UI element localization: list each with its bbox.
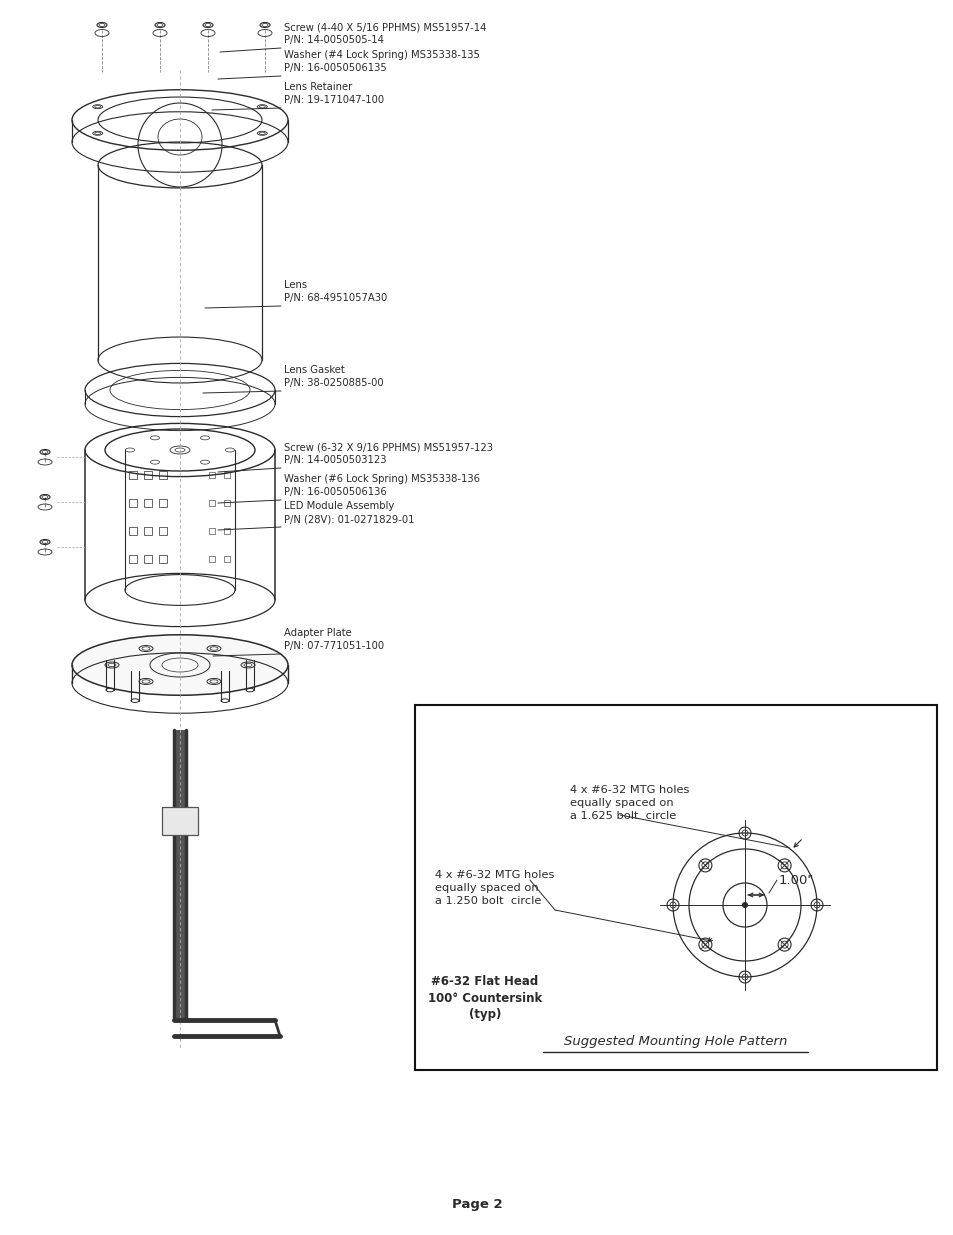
Bar xyxy=(224,529,230,534)
Bar xyxy=(159,499,167,508)
Bar xyxy=(129,499,137,508)
Bar xyxy=(209,529,214,534)
Text: Lens Gasket
P/N: 38-0250885-00: Lens Gasket P/N: 38-0250885-00 xyxy=(284,366,383,388)
Bar xyxy=(224,500,230,506)
Text: Screw (4-40 X 5/16 PPHMS) MS51957-14
P/N: 14-0050505-14: Screw (4-40 X 5/16 PPHMS) MS51957-14 P/N… xyxy=(284,22,486,44)
Bar xyxy=(129,555,137,563)
Bar xyxy=(159,527,167,535)
Text: Page 2: Page 2 xyxy=(451,1198,502,1212)
Text: #6-32 Flat Head
100° Countersink
(typ): #6-32 Flat Head 100° Countersink (typ) xyxy=(428,974,541,1021)
Bar xyxy=(159,471,167,479)
Bar xyxy=(209,472,214,478)
Bar xyxy=(129,471,137,479)
Bar xyxy=(162,806,198,835)
Text: Screw (6-32 X 9/16 PPHMS) MS51957-123
P/N: 14-0050503123: Screw (6-32 X 9/16 PPHMS) MS51957-123 P/… xyxy=(284,442,493,466)
Text: Suggested Mounting Hole Pattern: Suggested Mounting Hole Pattern xyxy=(564,1035,787,1049)
Bar xyxy=(209,500,214,506)
Text: Lens
P/N: 68-4951057A30: Lens P/N: 68-4951057A30 xyxy=(284,280,387,303)
Text: 1.00": 1.00" xyxy=(779,873,814,887)
Text: 4 x #6-32 MTG holes
equally spaced on
a 1.250 bolt  circle: 4 x #6-32 MTG holes equally spaced on a … xyxy=(435,869,554,906)
Bar xyxy=(224,556,230,562)
Bar xyxy=(224,472,230,478)
Bar xyxy=(209,556,214,562)
Bar xyxy=(144,555,152,563)
Text: LED Module Assembly
P/N (28V): 01-0271829-01: LED Module Assembly P/N (28V): 01-027182… xyxy=(284,501,414,524)
Text: Lens Retainer
P/N: 19-171047-100: Lens Retainer P/N: 19-171047-100 xyxy=(284,83,384,105)
Bar xyxy=(415,705,936,1070)
Circle shape xyxy=(741,903,747,908)
Text: Washer (#6 Lock Spring) MS35338-136
P/N: 16-0050506136: Washer (#6 Lock Spring) MS35338-136 P/N:… xyxy=(284,474,479,496)
Text: Adapter Plate
P/N: 07-771051-100: Adapter Plate P/N: 07-771051-100 xyxy=(284,629,384,651)
Bar xyxy=(144,471,152,479)
Bar xyxy=(144,499,152,508)
Bar xyxy=(144,527,152,535)
Text: 4 x #6-32 MTG holes
equally spaced on
a 1.625 bolt  circle: 4 x #6-32 MTG holes equally spaced on a … xyxy=(569,785,689,821)
Bar xyxy=(129,527,137,535)
Bar xyxy=(159,555,167,563)
Ellipse shape xyxy=(71,635,288,695)
Bar xyxy=(173,730,186,1020)
Text: Washer (#4 Lock Spring) MS35338-135
P/N: 16-0050506135: Washer (#4 Lock Spring) MS35338-135 P/N:… xyxy=(284,51,479,73)
